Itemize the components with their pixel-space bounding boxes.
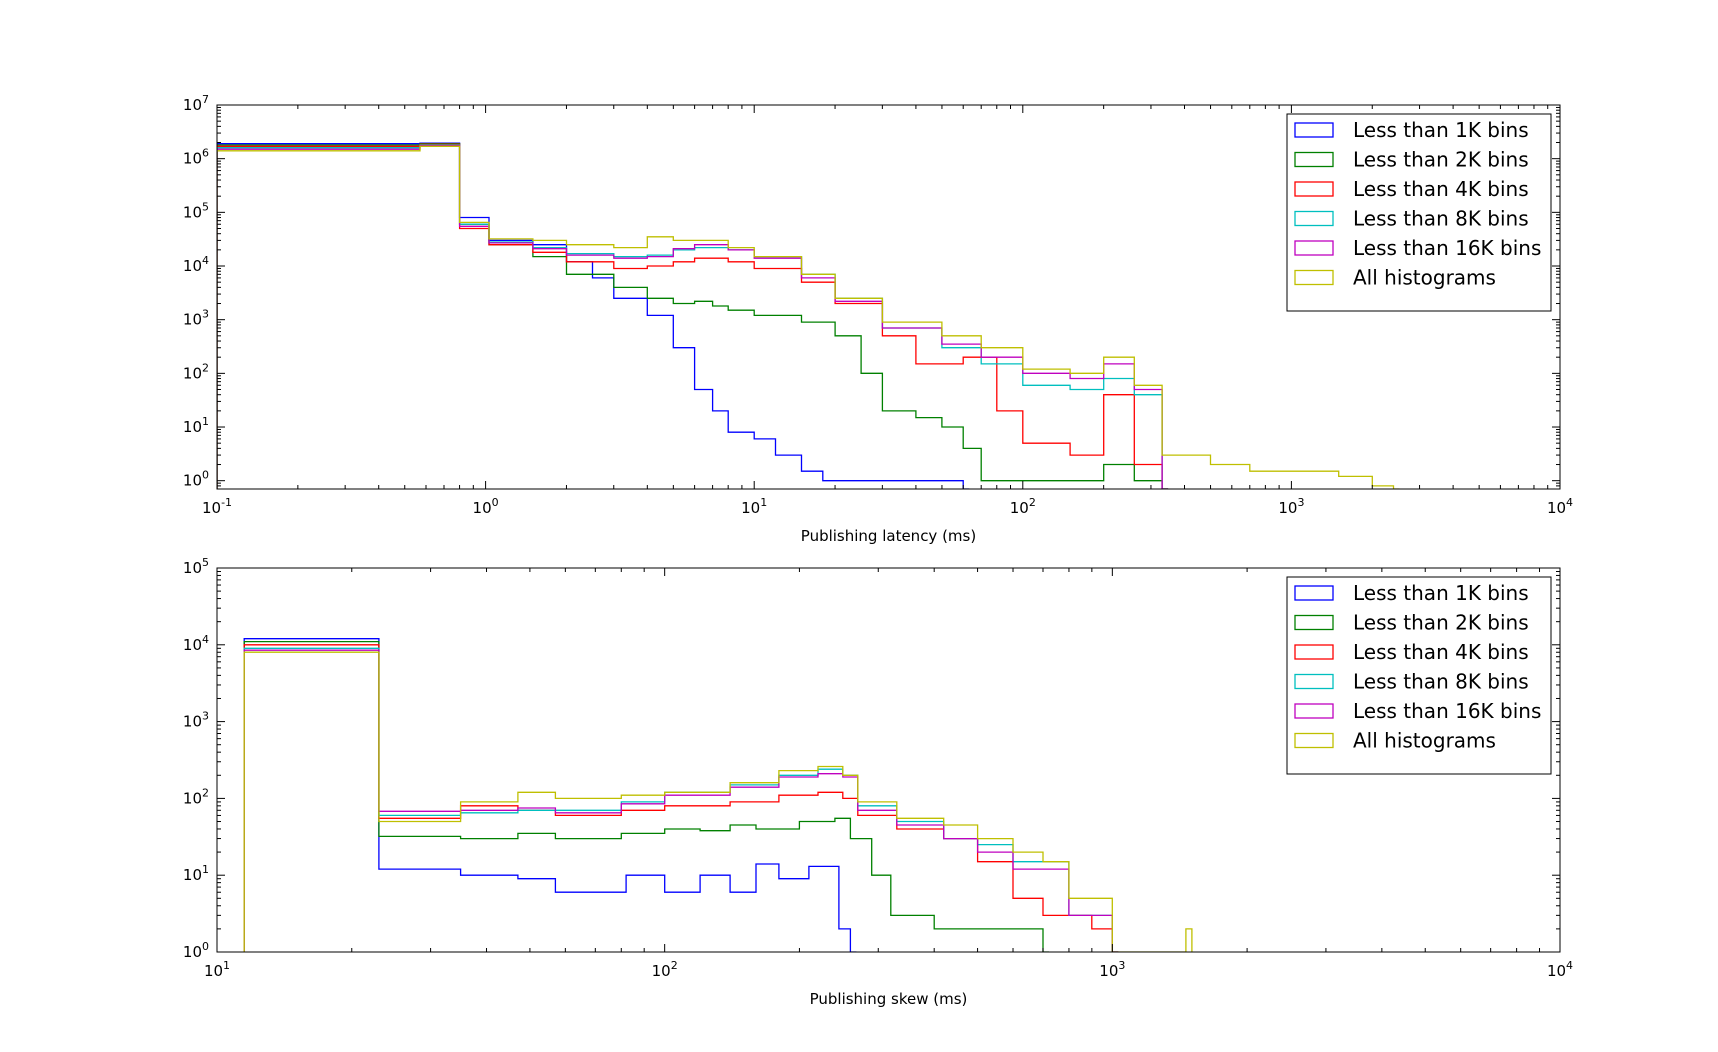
x-tick-label: 104 xyxy=(1547,496,1573,517)
y-tick-label: 102 xyxy=(183,786,209,807)
legend-swatch xyxy=(1294,240,1334,256)
legend-swatch xyxy=(1294,269,1334,286)
series-line-2 xyxy=(243,640,1049,952)
x-tick-label: 100 xyxy=(473,496,499,517)
legend-box xyxy=(1286,576,1552,775)
y-tick-label: 106 xyxy=(183,147,209,168)
series-line-3 xyxy=(243,644,1119,952)
series-line-1 xyxy=(217,142,970,489)
legend: Less than 1K bins Less than 2K bins Less t… xyxy=(1286,576,1552,775)
x-tick-label: 104 xyxy=(1547,959,1573,980)
x-tick-label: 101 xyxy=(204,959,230,980)
x-tick-label: 103 xyxy=(1099,959,1125,980)
y-tick-label: 101 xyxy=(183,863,209,884)
legend-swatch xyxy=(1294,181,1334,197)
y-tick-label: 107 xyxy=(183,93,209,114)
legend-swatch xyxy=(1294,732,1334,749)
legend-label: All histograms xyxy=(1353,729,1496,753)
legend-swatch xyxy=(1294,644,1334,660)
y-tick-label: 104 xyxy=(183,633,209,654)
series-line-6 xyxy=(243,651,1193,952)
y-tick-label: 100 xyxy=(183,940,209,961)
plot-frame xyxy=(216,567,1561,953)
y-tick-label: 102 xyxy=(183,361,209,382)
legend-label: Less than 8K bins xyxy=(1353,670,1529,694)
y-tick-label: 105 xyxy=(183,200,209,221)
x-tick-label: 102 xyxy=(1010,496,1036,517)
legend-label: Less than 16K bins xyxy=(1353,699,1541,723)
legend-label: Less than 1K bins xyxy=(1353,118,1529,142)
legend-label: Less than 1K bins xyxy=(1353,581,1529,605)
legend: Less than 1K bins Less than 2K bins Less t… xyxy=(1286,113,1552,312)
legend-label: Less than 2K bins xyxy=(1353,148,1529,172)
legend-box xyxy=(1286,113,1552,312)
legend-swatch xyxy=(1294,673,1334,690)
y-tick-label: 105 xyxy=(183,556,209,577)
legend-label: Less than 2K bins xyxy=(1353,611,1529,635)
plot-frame xyxy=(216,104,1561,490)
legend-swatch xyxy=(1294,614,1334,631)
skew-histogram-panel: 101 102 103 104100101102103104105Publishing… xyxy=(183,556,1573,1008)
legend-label: Less than 4K bins xyxy=(1353,177,1529,201)
y-tick-label: 100 xyxy=(183,469,209,490)
y-tick-label: 103 xyxy=(183,308,209,329)
legend-swatch xyxy=(1294,703,1334,719)
x-axis-label: Publishing skew (ms) xyxy=(810,990,968,1008)
x-tick-label: 102 xyxy=(652,959,678,980)
legend-swatch xyxy=(1294,210,1334,227)
y-tick-label: 103 xyxy=(183,710,209,731)
y-tick-label: 101 xyxy=(183,415,209,436)
legend-label: Less than 16K bins xyxy=(1353,236,1541,260)
legend-label: Less than 4K bins xyxy=(1353,640,1529,664)
legend-swatch xyxy=(1294,122,1334,138)
legend-label: All histograms xyxy=(1353,266,1496,290)
series-line-6 xyxy=(217,145,1400,489)
x-tick-label: 101 xyxy=(741,496,767,517)
legend-label: Less than 8K bins xyxy=(1353,207,1529,231)
legend-swatch xyxy=(1294,585,1334,601)
x-tick-label: 103 xyxy=(1278,496,1304,517)
series-group xyxy=(217,142,1400,489)
legend-swatch xyxy=(1294,151,1334,168)
series-line-1 xyxy=(243,638,857,952)
x-axis-label: Publishing latency (ms) xyxy=(801,527,976,545)
latency-histogram-panel: 10-1 100 101 102 103 104 100 101 102 103 104 105 106… xyxy=(183,93,1573,545)
y-tick-label: 104 xyxy=(183,254,209,275)
series-group xyxy=(243,638,1193,952)
x-tick-label: 10-1 xyxy=(202,496,232,517)
